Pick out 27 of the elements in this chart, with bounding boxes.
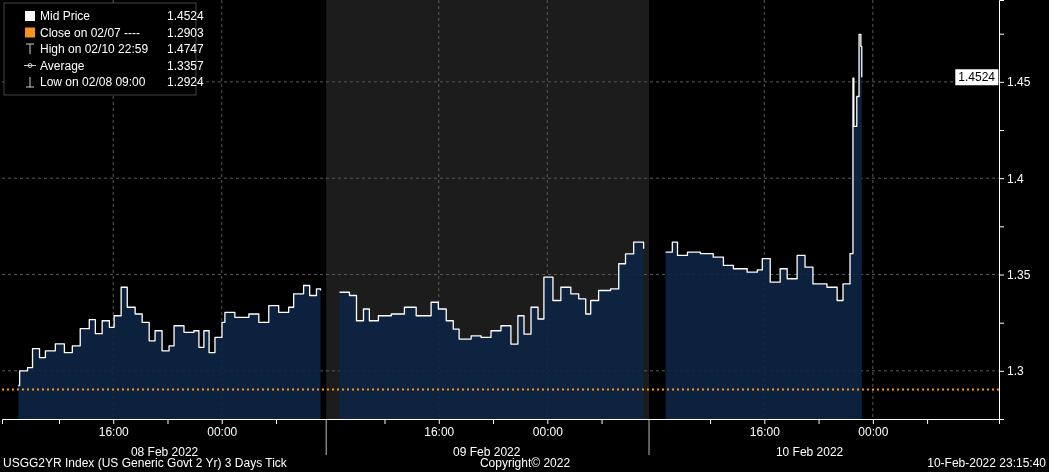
x-tick-label: 00:00	[532, 424, 564, 439]
annotation: 1.2903	[167, 25, 205, 40]
y-tick-label: 1.45	[1007, 75, 1031, 90]
x-tick-label: 16:00	[98, 424, 130, 439]
annotation: 1.2924	[167, 75, 205, 89]
text: USGG2YR Index (US Generic Govt 2 Yr) 3 Days Tick	[3, 456, 288, 470]
text: 10-Feb-2022 23:15:40	[927, 456, 1047, 470]
y-tick-label: 1.3	[1007, 364, 1025, 379]
legend-label: Close on 02/07 ----	[40, 25, 141, 40]
x2-tick-label: 08 Feb 2022	[130, 444, 199, 459]
legend-label: Mid Price	[40, 9, 91, 23]
annotation: Low on 02/08 09:00	[40, 75, 146, 89]
text: Copyright© 2022	[479, 456, 571, 470]
x-tick-label: 16:00	[424, 424, 455, 439]
x-tick-label: 00:00	[207, 424, 238, 439]
annotation: High on 02/10 22:59	[40, 42, 149, 56]
y-tick-label: 1.35	[1007, 267, 1031, 282]
x2-tick-label: 09 Feb 2022	[453, 444, 521, 459]
annotation: 1.4524	[958, 70, 996, 85]
x-tick-label: 00:00	[858, 424, 889, 439]
x2-tick-label: 10 Feb 2022	[775, 444, 844, 459]
annotation: 1.3357	[167, 58, 205, 73]
y-tick-label: 1.4	[1007, 171, 1025, 186]
annotation: Average	[40, 58, 85, 73]
annotation: 1.4524	[167, 9, 205, 23]
x-tick-label: 16:00	[749, 424, 781, 439]
annotation: 1.4747	[167, 42, 205, 56]
